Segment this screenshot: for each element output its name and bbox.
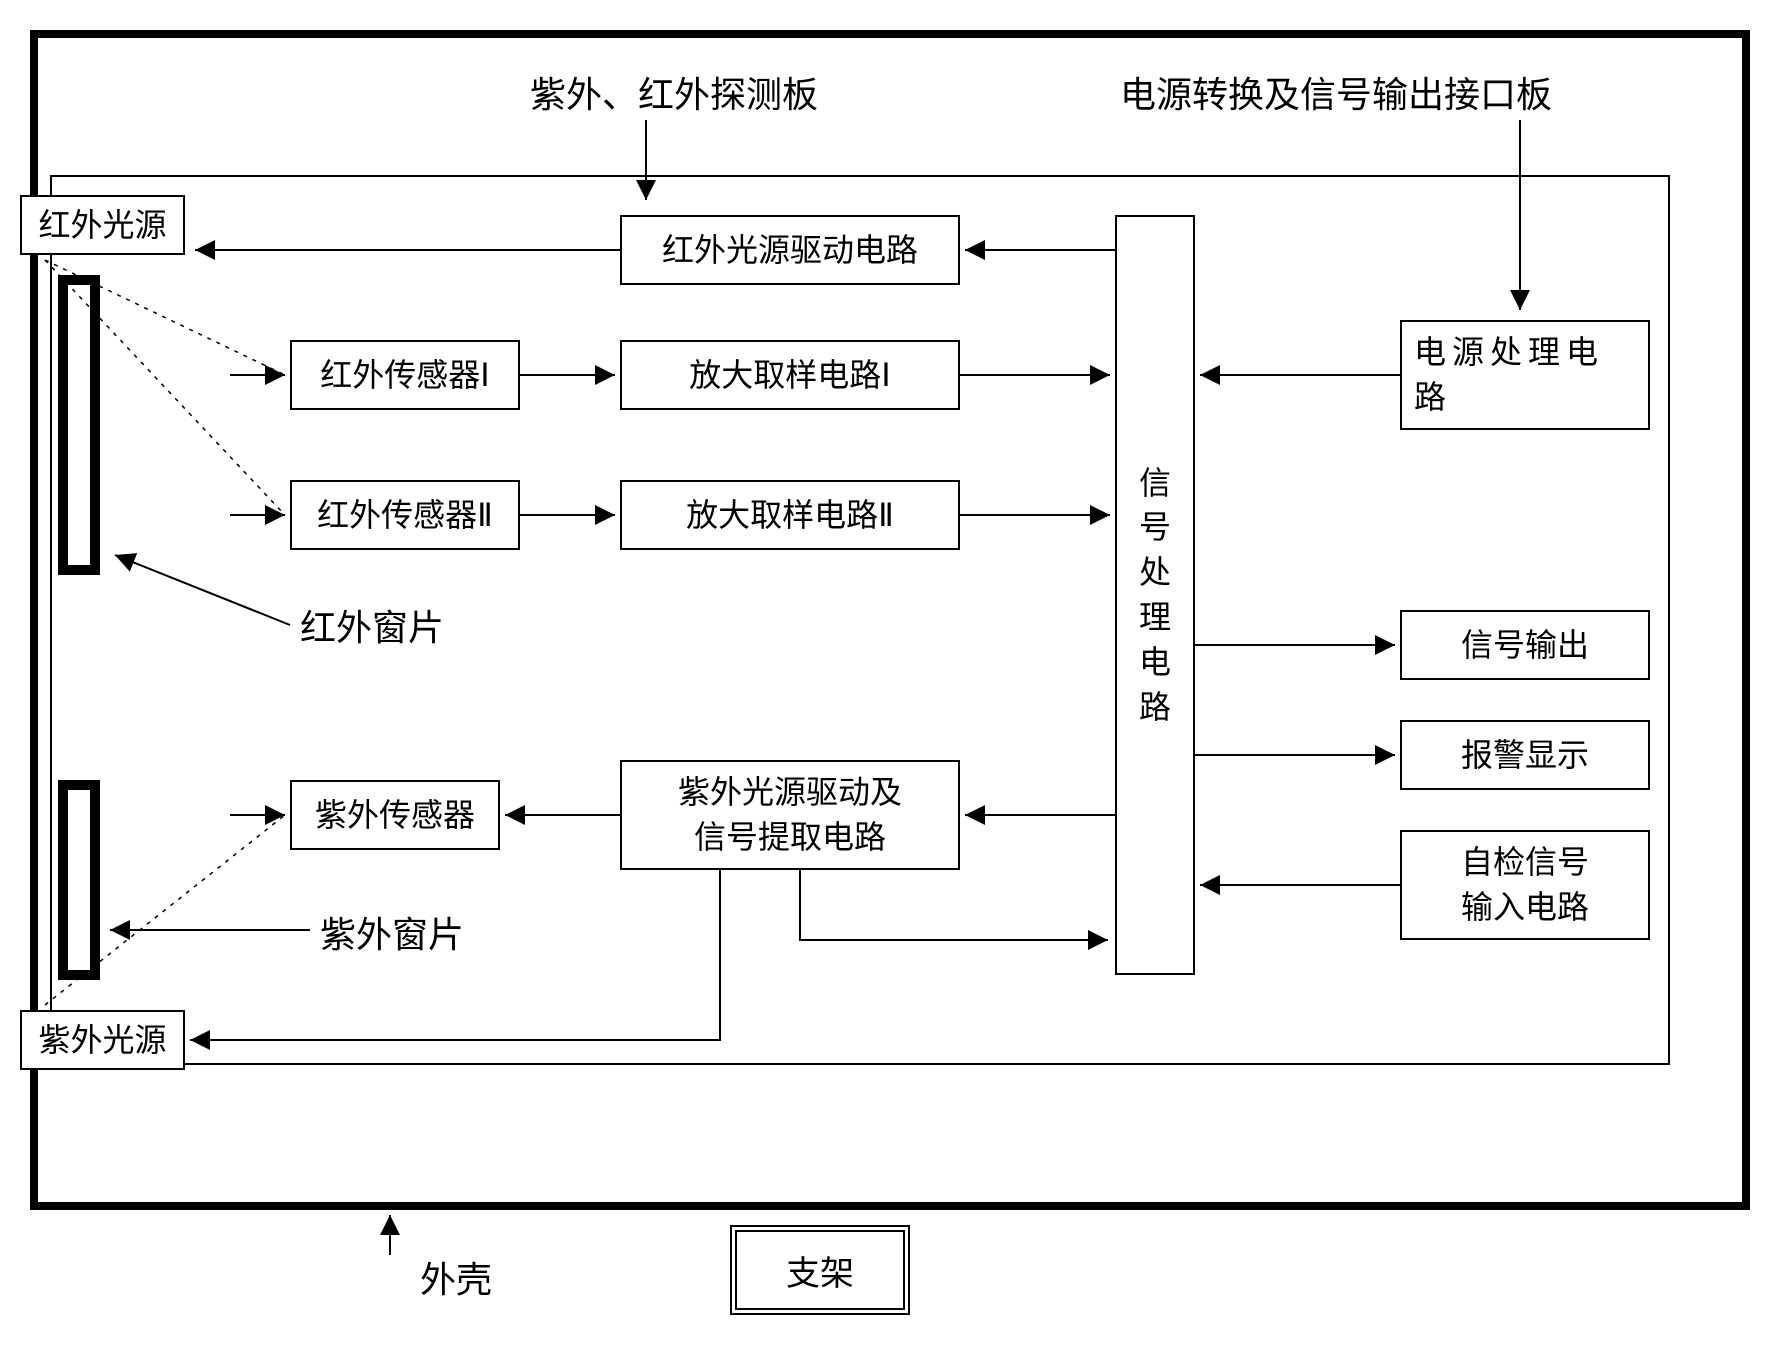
bracket-label: 支架	[786, 1246, 854, 1295]
sp-char-4: 理	[1139, 595, 1171, 640]
uv-window-label: 紫外窗片	[320, 910, 464, 960]
uv-window-shape	[58, 780, 100, 980]
ir-window-label: 红外窗片	[300, 603, 444, 653]
uv-drive-circuit: 紫外光源驱动及 信号提取电路	[620, 760, 960, 870]
sp-char-1: 信	[1139, 461, 1171, 506]
signal-output: 信号输出	[1400, 610, 1650, 680]
signal-processing-circuit: 信 号 处 理 电 路	[1115, 215, 1195, 975]
uv-sensor: 紫外传感器	[290, 780, 500, 850]
title-power-board: 电源转换及信号输出接口板	[1120, 70, 1552, 120]
ir-source-box: 红外光源	[20, 195, 185, 255]
sp-char-3: 处	[1139, 550, 1171, 595]
ir-sensor-1: 红外传感器Ⅰ	[290, 340, 520, 410]
title-detection-board: 紫外、红外探测板	[530, 70, 818, 120]
selfcheck-input-circuit: 自检信号 输入电路	[1400, 830, 1650, 940]
ir-drive-circuit: 红外光源驱动电路	[620, 215, 960, 285]
amp-circuit-2: 放大取样电路Ⅱ	[620, 480, 960, 550]
uv-source-box: 紫外光源	[20, 1010, 185, 1070]
amp-circuit-1: 放大取样电路Ⅰ	[620, 340, 960, 410]
bracket-box: 支架	[730, 1225, 910, 1315]
sp-char-2: 号	[1139, 505, 1171, 550]
alarm-display: 报警显示	[1400, 720, 1650, 790]
sp-char-6: 路	[1139, 685, 1171, 730]
ir-sensor-2: 红外传感器Ⅱ	[290, 480, 520, 550]
power-processing-circuit: 电源处理电路	[1400, 320, 1650, 430]
sp-char-5: 电	[1139, 640, 1171, 685]
shell-label: 外壳	[420, 1255, 492, 1305]
ir-window-shape	[58, 275, 100, 575]
